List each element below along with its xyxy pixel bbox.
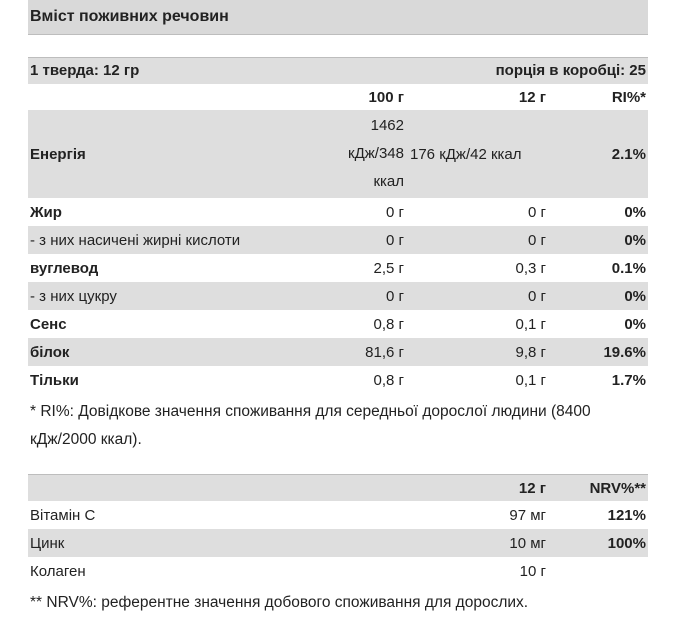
row-ri: 19.6% xyxy=(552,338,648,366)
header-nrv: NRV%** xyxy=(552,474,648,501)
page-title: Вміст поживних речовин xyxy=(28,0,648,35)
header-per-serving: 12 г xyxy=(518,88,546,106)
energy-line: кДж/348 xyxy=(348,145,404,162)
row-per-serving: 0 г xyxy=(410,282,552,310)
serving-row: 1 тверда: 12 гр порція в коробці: 25 xyxy=(28,57,648,84)
row-name: Колаген xyxy=(30,562,86,580)
header-ri: RI%* xyxy=(611,88,646,106)
table-row: Жир 0 г 0 г 0% xyxy=(28,198,648,226)
row-per-100g: 0 г xyxy=(296,226,410,254)
energy-line: ккал xyxy=(373,173,404,190)
row-name: - з них насичені жирні кислоти xyxy=(28,226,296,254)
row-per-serving: 97 мг xyxy=(509,506,546,524)
table-row: Енергія 1462 кДж/348 ккал 176 кДж/42 кка… xyxy=(28,110,648,198)
table-row: Сенс 0,8 г 0,1 г 0% xyxy=(28,310,648,338)
table-row: Цинк 10 мг 100% xyxy=(28,529,648,557)
header-per-100g: 100 г xyxy=(368,88,404,106)
vitamins-table: 12 г NRV%** Вітамін С 97 мг 121% Цинк 10… xyxy=(28,474,648,585)
row-per-serving: 0 г xyxy=(528,203,546,221)
row-per-serving: 0 г xyxy=(410,226,552,254)
row-ri: 0% xyxy=(624,315,646,333)
table-row: Тільки 0,8 г 0,1 г 1.7% xyxy=(28,366,648,394)
row-per-100g: 81,6 г xyxy=(296,338,410,366)
energy-ri: 2.1% xyxy=(552,110,648,198)
row-nrv: 100% xyxy=(552,529,648,557)
header-name xyxy=(28,84,296,110)
nutrition-table: 100 г 12 г RI%* Енергія 1462 кДж/348 кка… xyxy=(28,84,648,394)
row-ri: 0.1% xyxy=(611,259,646,277)
row-ri: 1.7% xyxy=(611,371,646,389)
row-per-serving: 10 г xyxy=(519,562,546,580)
row-name: вуглевод xyxy=(30,259,99,277)
row-ri: 0% xyxy=(552,226,648,254)
table-row: Колаген 10 г xyxy=(28,557,648,585)
row-per-100g: 0,8 г xyxy=(373,371,405,389)
nrv-footnote: ** NRV%: референтне значення добового сп… xyxy=(30,594,529,611)
energy-line: 1462 xyxy=(370,117,404,134)
row-per-serving: 0,3 г xyxy=(515,259,547,277)
row-name: Енергія xyxy=(28,110,296,198)
row-nrv xyxy=(552,557,648,585)
row-ri: 0% xyxy=(624,203,646,221)
servings-per-box-label: порція в коробці: 25 xyxy=(495,62,646,79)
table-row: - з них цукру 0 г 0 г 0% xyxy=(28,282,648,310)
row-per-100g: 0 г xyxy=(296,282,410,310)
row-name: білок xyxy=(28,338,296,366)
spacer xyxy=(28,454,648,474)
row-name: Цинк xyxy=(28,529,410,557)
energy-per-100g: 1462 кДж/348 ккал xyxy=(296,110,410,198)
table-header-row: 12 г NRV%** xyxy=(28,474,648,501)
table-row: Вітамін С 97 мг 121% xyxy=(28,501,648,529)
row-nrv: 121% xyxy=(607,506,646,524)
row-name: Жир xyxy=(30,203,62,221)
serving-size-label: 1 тверда: 12 гр xyxy=(30,62,140,79)
table-row: - з них насичені жирні кислоти 0 г 0 г 0… xyxy=(28,226,648,254)
nutrition-panel: Вміст поживних речовин 1 тверда: 12 гр п… xyxy=(28,0,648,617)
row-per-100g: 0 г xyxy=(386,203,404,221)
header-per-serving: 12 г xyxy=(410,474,552,501)
row-name: Сенс xyxy=(30,315,67,333)
row-per-serving: 0,1 г xyxy=(515,315,547,333)
row-name: Вітамін С xyxy=(30,506,96,524)
row-name: - з них цукру xyxy=(28,282,296,310)
row-per-100g: 2,5 г xyxy=(373,259,405,277)
ri-footnote: * RI%: Довідкове значення споживання для… xyxy=(30,403,591,448)
table-row: білок 81,6 г 9,8 г 19.6% xyxy=(28,338,648,366)
row-ri: 0% xyxy=(552,282,648,310)
row-per-serving: 0,1 г xyxy=(515,371,547,389)
header-name xyxy=(28,474,410,501)
energy-per-serving: 176 кДж/42 ккал xyxy=(410,110,552,198)
row-name: Тільки xyxy=(30,371,79,389)
spacer xyxy=(28,35,648,57)
row-per-serving: 9,8 г xyxy=(410,338,552,366)
table-header-row: 100 г 12 г RI%* xyxy=(28,84,648,110)
row-per-100g: 0,8 г xyxy=(373,315,405,333)
row-per-serving: 10 мг xyxy=(410,529,552,557)
table-row: вуглевод 2,5 г 0,3 г 0.1% xyxy=(28,254,648,282)
